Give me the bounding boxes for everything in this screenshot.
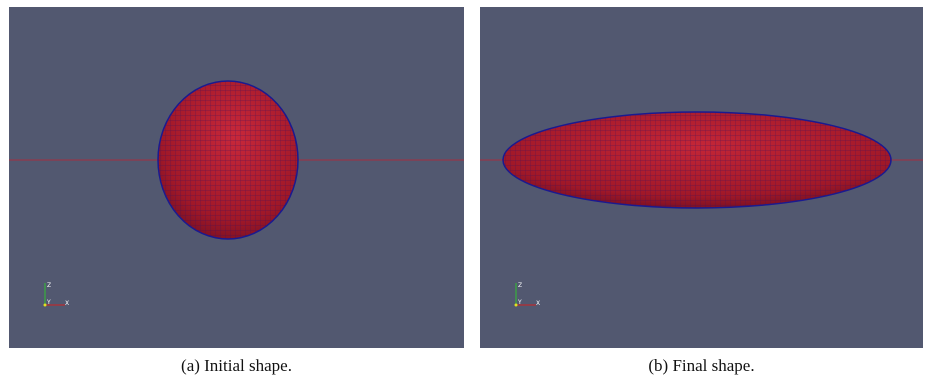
renders: Z X Y Z X Y bbox=[0, 0, 925, 384]
axis-label: Y bbox=[517, 299, 522, 306]
axis-label: X bbox=[65, 300, 69, 307]
axis-label: Y bbox=[46, 299, 51, 306]
caption: (a) Initial shape. bbox=[9, 356, 464, 376]
panel-a: Z X Y bbox=[9, 7, 464, 348]
figure: Z X Y Z X Y (a) Initial shape. (b) Final… bbox=[0, 0, 925, 384]
axis-label: Z bbox=[518, 282, 522, 289]
panel-b: Z X Y bbox=[480, 7, 923, 348]
caption: (b) Final shape. bbox=[480, 356, 923, 376]
axis-label: Z bbox=[47, 282, 51, 289]
axis-label: X bbox=[536, 300, 540, 307]
